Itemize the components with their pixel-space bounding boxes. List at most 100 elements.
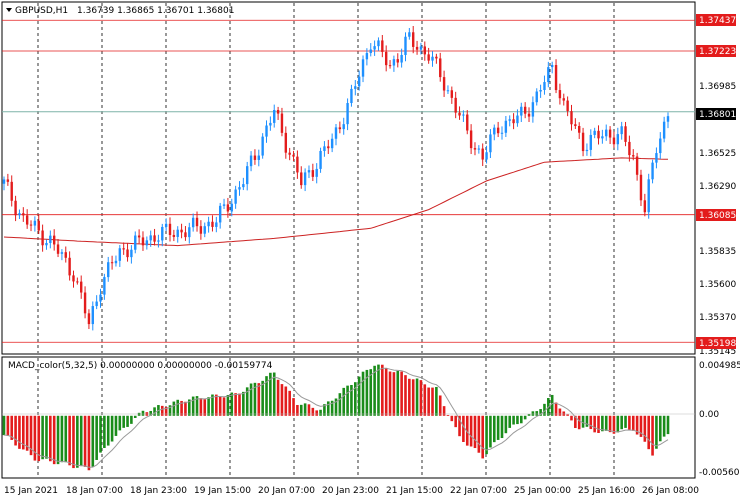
macd-bar <box>68 415 71 466</box>
macd-bar <box>485 415 488 455</box>
bear-candle <box>628 141 631 156</box>
macd-bar <box>207 397 210 416</box>
macd-bar <box>462 415 465 442</box>
macd-bar <box>655 415 658 449</box>
macd-bar <box>72 415 75 469</box>
macd-bar <box>338 393 342 416</box>
bull-candle <box>215 222 218 227</box>
bear-candle <box>64 252 67 258</box>
bull-candle <box>446 90 450 92</box>
macd-bar <box>539 409 542 416</box>
level-label-2: 1.37223 <box>696 45 736 57</box>
bear-candle <box>126 249 129 258</box>
bull-candle <box>520 106 523 116</box>
macd-bar <box>49 415 52 462</box>
bull-candle <box>249 155 253 167</box>
vertical-grid <box>37 3 615 477</box>
macd-bar <box>18 415 21 449</box>
bull-candle <box>303 172 307 186</box>
time-axis: 15 Jan 2021 18 Jan 07:00 18 Jan 23:00 19… <box>4 486 699 496</box>
macd-bar <box>83 415 87 467</box>
bear-candle <box>481 148 484 160</box>
macd-bar <box>396 370 400 416</box>
macd-bar <box>280 384 284 416</box>
bull-candle <box>60 252 64 254</box>
macd-bar <box>373 365 376 416</box>
macd-bar <box>535 411 539 416</box>
bear-candle <box>423 46 426 55</box>
bear-candle <box>527 113 531 117</box>
bull-candle <box>323 146 326 151</box>
bear-candle <box>122 248 125 250</box>
bull-candle <box>589 134 592 150</box>
bear-candle <box>180 229 183 233</box>
macd-bar <box>141 410 145 416</box>
bull-candle <box>369 49 372 54</box>
price-tick: 1.36525 <box>699 149 736 159</box>
macd-bar <box>404 375 407 416</box>
macd-bar <box>469 415 473 447</box>
collapse-triangle-icon[interactable] <box>6 8 12 12</box>
bear-candle <box>442 77 446 91</box>
bull-candle <box>188 227 191 238</box>
bear-candle <box>292 154 295 157</box>
bear-candle <box>639 174 643 201</box>
svg-text:1.36801: 1.36801 <box>699 110 736 120</box>
macd-bar <box>25 415 29 451</box>
bear-candle <box>141 237 145 246</box>
bull-candle <box>485 152 488 160</box>
macd-bar <box>504 415 508 434</box>
macd-bar <box>172 401 176 416</box>
bull-candle <box>462 114 465 116</box>
macd-bar <box>570 415 573 421</box>
bull-candle <box>334 127 338 139</box>
bull-candle <box>539 89 542 92</box>
macd-bar <box>303 403 307 416</box>
bear-candle <box>396 59 399 63</box>
current-price-label: 1.36801 <box>696 108 736 120</box>
bear-candle <box>624 126 627 142</box>
macd-bar <box>377 364 380 416</box>
bear-candle <box>338 127 342 130</box>
macd-bar <box>211 394 214 416</box>
bull-candle <box>230 203 233 212</box>
macd-bar <box>199 398 203 416</box>
macd-bar <box>350 384 353 416</box>
bull-candle <box>620 126 623 135</box>
bull-candle <box>191 217 195 228</box>
macd-bar <box>10 415 14 440</box>
bull-candle <box>361 59 365 77</box>
macd-bar <box>608 415 612 433</box>
macd-bar <box>492 415 496 443</box>
macd-bar <box>176 399 180 416</box>
macd-bar <box>388 371 392 416</box>
macd-bar <box>616 415 620 433</box>
macd-bar <box>481 415 484 459</box>
bear-candle <box>523 106 527 114</box>
macd-bar <box>384 367 388 416</box>
bear-candle <box>284 132 288 153</box>
candlesticks <box>2 25 670 331</box>
macd-bar <box>477 415 481 453</box>
macd-bar <box>276 379 280 416</box>
bull-candle <box>508 119 511 121</box>
macd-bar <box>292 398 295 416</box>
bear-candle <box>632 155 635 157</box>
macd-bar <box>597 415 600 434</box>
moving-average-line <box>3 157 669 247</box>
bear-candle <box>458 112 461 116</box>
bull-candle <box>49 235 52 243</box>
bear-candle <box>172 234 176 237</box>
bear-candle <box>570 111 573 125</box>
macd-bar <box>288 390 291 416</box>
bear-candle <box>280 113 284 133</box>
macd-bar <box>435 386 438 416</box>
bull-candle <box>585 149 589 152</box>
macd-bar <box>242 391 245 416</box>
macd-bar <box>558 408 562 416</box>
bull-candle <box>662 121 666 139</box>
bull-candle <box>242 184 245 188</box>
macd-bar <box>284 386 288 416</box>
